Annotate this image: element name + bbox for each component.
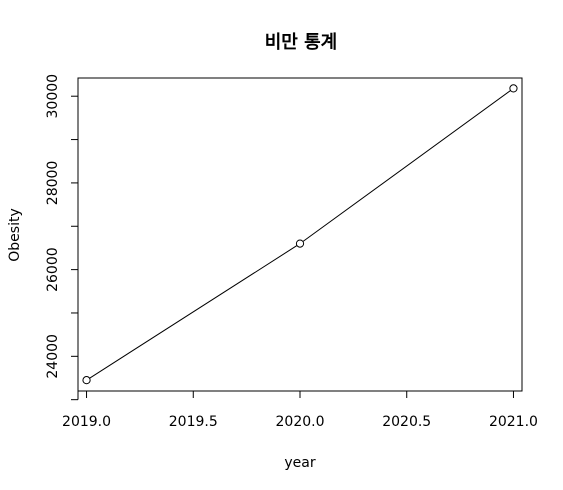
- plot-frame: [77, 77, 523, 392]
- y-tick-label: 30000: [45, 74, 61, 119]
- data-point: [295, 239, 305, 248]
- y-axis-label: Obesity: [7, 208, 23, 261]
- x-tick-label: 2020.0: [276, 414, 325, 430]
- chart-title: 비만 통계: [265, 32, 338, 53]
- y-tick-label: 26000: [45, 247, 61, 292]
- x-tick-label: 2019.5: [169, 414, 218, 430]
- y-tick-label: 24000: [45, 334, 61, 379]
- data-points: [82, 84, 518, 385]
- x-axis: 2019.0 2019.5 2020.0 2020.5 2021.0: [62, 390, 538, 430]
- x-tick-label: 2021.0: [489, 414, 538, 430]
- x-tick-label: 2019.0: [62, 414, 111, 430]
- data-point: [82, 376, 91, 385]
- y-axis: 24000 26000 28000 30000: [45, 74, 79, 401]
- series-line: [86, 88, 514, 381]
- x-tick-label: 2020.5: [382, 414, 431, 430]
- y-tick-label: 28000: [45, 161, 61, 206]
- data-point: [509, 84, 518, 93]
- x-axis-label: year: [284, 455, 315, 471]
